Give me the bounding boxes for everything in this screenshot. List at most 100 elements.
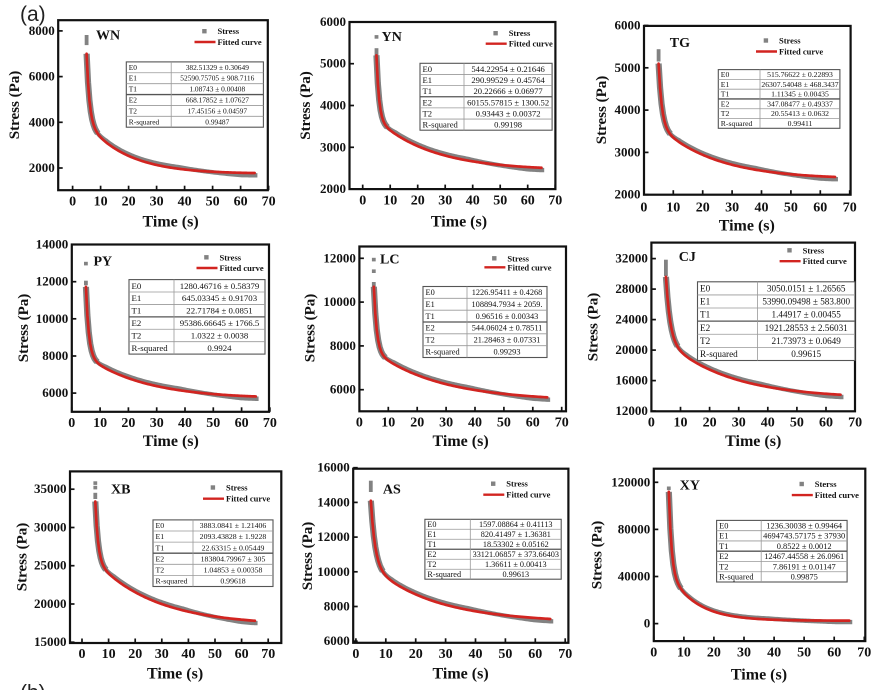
svg-text:20: 20	[128, 647, 142, 662]
svg-text:70: 70	[857, 645, 871, 660]
svg-text:14000: 14000	[317, 494, 350, 509]
svg-text:T2: T2	[132, 330, 142, 340]
svg-text:E2: E2	[132, 318, 142, 328]
svg-text:E0: E0	[719, 521, 728, 530]
svg-text:290.99529 ± 0.45764: 290.99529 ± 0.45764	[471, 75, 545, 85]
svg-text:60: 60	[827, 645, 841, 660]
svg-text:10: 10	[93, 416, 107, 431]
svg-text:Time (s): Time (s)	[731, 667, 787, 684]
svg-text:8000: 8000	[324, 599, 350, 614]
svg-text:Stress: Stress	[509, 28, 531, 38]
svg-text:10: 10	[677, 645, 691, 660]
svg-text:E1: E1	[721, 80, 730, 89]
svg-text:20: 20	[410, 416, 424, 431]
svg-text:0.99293: 0.99293	[494, 347, 521, 356]
svg-text:80000: 80000	[618, 521, 651, 536]
svg-text:70: 70	[843, 201, 857, 216]
svg-text:0.96516 ± 0.00343: 0.96516 ± 0.00343	[476, 312, 539, 321]
svg-text:E0: E0	[426, 288, 435, 297]
svg-text:Stress (Pa): Stress (Pa)	[594, 76, 610, 144]
svg-text:60: 60	[234, 194, 248, 209]
svg-text:E2: E2	[700, 323, 711, 333]
svg-text:0: 0	[356, 416, 363, 431]
svg-text:E0: E0	[129, 63, 138, 72]
svg-text:Fitted curve: Fitted curve	[803, 256, 847, 266]
svg-text:T1: T1	[721, 90, 730, 99]
svg-text:0.99618: 0.99618	[220, 577, 245, 586]
svg-text:0: 0	[69, 194, 76, 209]
svg-text:E1: E1	[156, 532, 165, 541]
svg-text:(b): (b)	[20, 682, 46, 690]
svg-text:PY: PY	[94, 255, 113, 270]
svg-text:E2: E2	[427, 550, 436, 559]
svg-text:Fitted curve: Fitted curve	[815, 490, 859, 500]
svg-text:20: 20	[696, 201, 710, 216]
svg-text:1.11345 ± 0.00435: 1.11345 ± 0.00435	[771, 90, 829, 99]
svg-text:1226.95411 ± 0.4268: 1226.95411 ± 0.4268	[472, 288, 543, 297]
svg-text:50: 50	[497, 416, 511, 431]
svg-text:544.06024 ± 0.78511: 544.06024 ± 0.78511	[472, 324, 543, 333]
svg-text:515.76622 ± 0.22893: 515.76622 ± 0.22893	[767, 70, 833, 79]
svg-text:6000: 6000	[615, 18, 641, 33]
svg-text:0: 0	[640, 201, 647, 216]
svg-text:T1: T1	[719, 542, 728, 551]
svg-text:0: 0	[650, 645, 657, 660]
svg-text:60: 60	[235, 647, 249, 662]
svg-text:1.04853 ± 0.00358: 1.04853 ± 0.00358	[204, 566, 263, 575]
svg-text:T2: T2	[700, 336, 711, 346]
svg-text:E1: E1	[700, 297, 711, 307]
svg-text:22.63315 ± 0.05449: 22.63315 ± 0.05449	[202, 543, 265, 552]
svg-text:60: 60	[521, 193, 535, 208]
svg-text:70: 70	[848, 416, 862, 431]
svg-text:0: 0	[352, 647, 359, 662]
svg-text:AS: AS	[383, 482, 401, 497]
svg-text:Stress: Stress	[220, 252, 242, 262]
svg-text:E0: E0	[427, 520, 436, 529]
svg-text:35000: 35000	[34, 481, 67, 496]
svg-text:10000: 10000	[323, 294, 356, 309]
svg-text:14000: 14000	[36, 237, 69, 252]
svg-text:10: 10	[381, 416, 395, 431]
svg-text:Stress (Pa): Stress (Pa)	[300, 522, 316, 590]
svg-text:6000: 6000	[330, 382, 356, 397]
svg-text:21.28463 ± 0.07331: 21.28463 ± 0.07331	[474, 336, 541, 345]
svg-text:15000: 15000	[34, 634, 67, 649]
svg-text:0.93443 ± 0.00372: 0.93443 ± 0.00372	[476, 108, 541, 118]
svg-text:0.9924: 0.9924	[207, 343, 232, 353]
svg-text:645.03345 ± 0.91703: 645.03345 ± 0.91703	[182, 293, 258, 303]
svg-text:5000: 5000	[320, 56, 346, 71]
svg-text:4000: 4000	[615, 102, 641, 117]
svg-text:12000: 12000	[615, 403, 648, 418]
svg-text:1.0322 ± 0.0038: 1.0322 ± 0.0038	[191, 330, 249, 340]
svg-text:25000: 25000	[34, 558, 67, 573]
svg-text:E1: E1	[427, 530, 436, 539]
svg-text:Time (s): Time (s)	[725, 433, 781, 450]
svg-text:4694743.57175 ± 37930: 4694743.57175 ± 37930	[763, 532, 845, 541]
svg-text:50: 50	[797, 645, 811, 660]
svg-text:R-squared: R-squared	[132, 343, 169, 353]
svg-text:0: 0	[68, 416, 75, 431]
svg-text:E0: E0	[721, 70, 730, 79]
svg-text:95386.66645 ± 1766.5: 95386.66645 ± 1766.5	[180, 318, 260, 328]
svg-text:16000: 16000	[317, 460, 350, 475]
svg-text:E1: E1	[423, 75, 433, 85]
svg-text:30: 30	[725, 201, 739, 216]
svg-text:T2: T2	[129, 106, 138, 115]
svg-text:Stress: Stress	[226, 483, 248, 493]
svg-text:0.99198: 0.99198	[494, 120, 522, 130]
svg-text:70: 70	[262, 194, 276, 209]
svg-text:10000: 10000	[317, 564, 350, 579]
svg-text:70: 70	[263, 416, 277, 431]
svg-text:12000: 12000	[36, 274, 69, 289]
svg-text:R-squared: R-squared	[721, 119, 753, 128]
svg-text:30: 30	[438, 193, 452, 208]
svg-text:16000: 16000	[615, 373, 648, 388]
svg-text:Time (s): Time (s)	[143, 433, 199, 450]
svg-text:6000: 6000	[320, 14, 346, 29]
svg-text:T1: T1	[426, 312, 435, 321]
svg-text:40: 40	[755, 201, 769, 216]
svg-text:20: 20	[121, 416, 135, 431]
svg-text:2000: 2000	[615, 187, 641, 202]
svg-text:XB: XB	[111, 483, 130, 498]
svg-text:50: 50	[784, 201, 798, 216]
